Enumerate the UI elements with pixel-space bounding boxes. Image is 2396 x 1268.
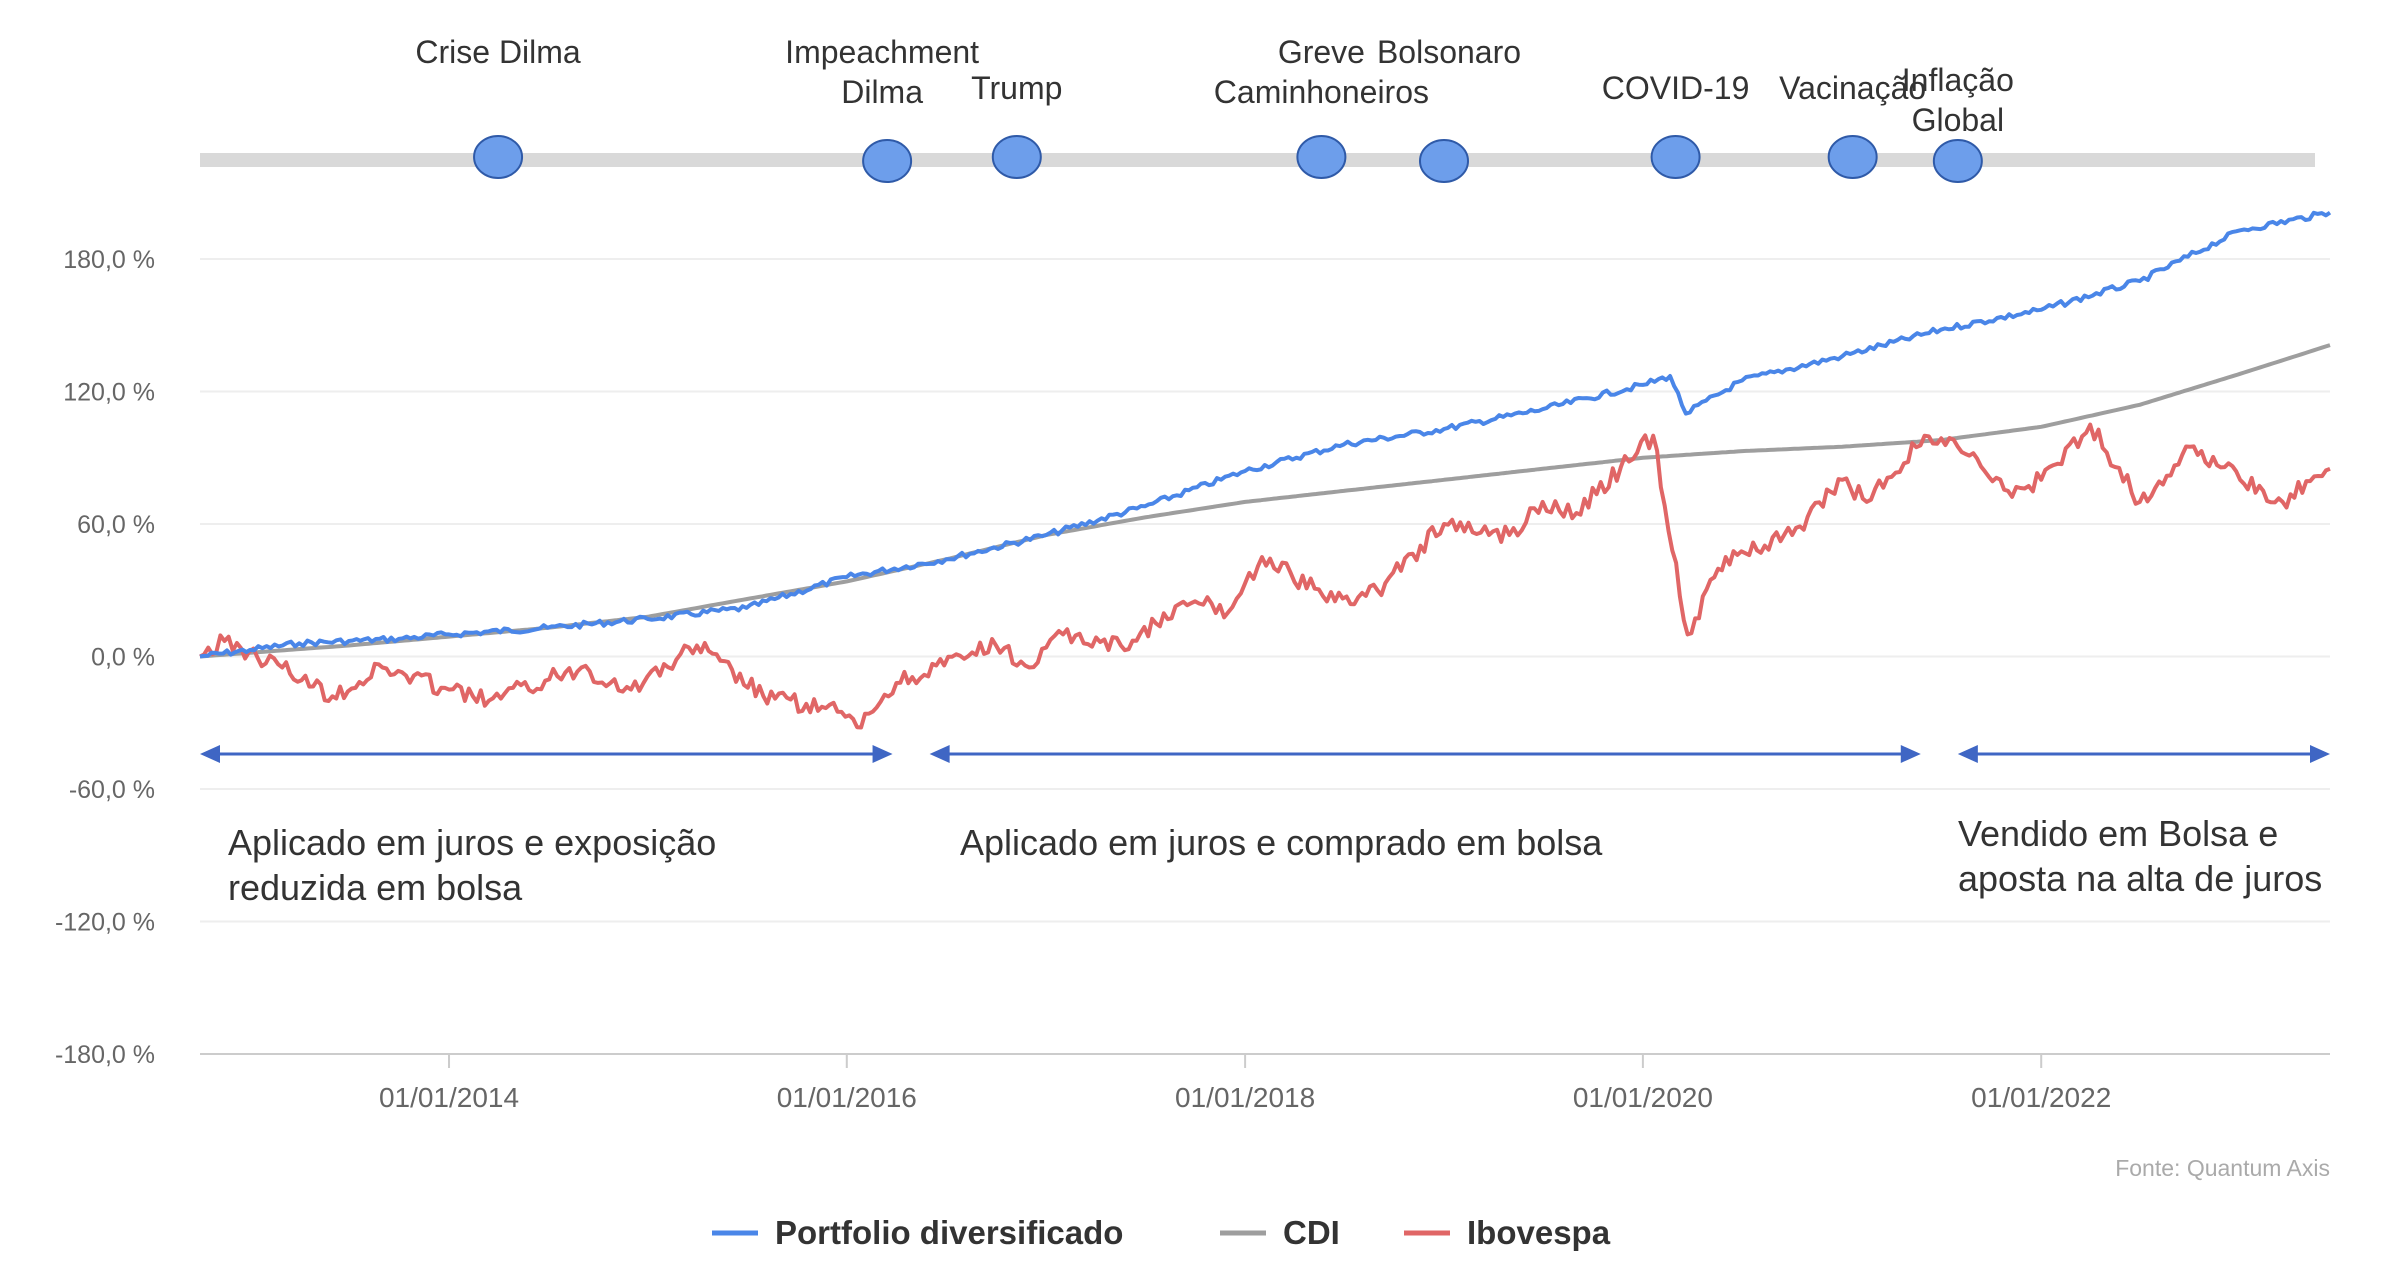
event-label: Vacinação (1779, 70, 1926, 106)
event-label: COVID-19 (1602, 70, 1750, 106)
event-label: Global (1912, 102, 2005, 138)
period-label: reduzida em bolsa (228, 867, 523, 908)
period-arrow-head-left (929, 745, 950, 763)
legend-label: Portfolio diversificado (775, 1214, 1123, 1251)
event-marker (862, 139, 913, 183)
x-tick-label: 01/01/2018 (1175, 1082, 1315, 1113)
period-arrow-head-right (1900, 745, 1921, 763)
event-marker (1418, 139, 1469, 183)
y-tick-label: 180,0 % (63, 246, 155, 274)
event-marker (1827, 135, 1878, 179)
event-marker (1932, 139, 1983, 183)
series-line-portfolio-diversificado (199, 210, 2332, 659)
legend-label: CDI (1283, 1214, 1340, 1251)
event-label: Bolsonaro (1377, 34, 1521, 70)
event-marker (473, 135, 524, 179)
y-axis-ticks: -180,0 % -120,0 % -60,0 % 0,0 % 60,0 % 120,0 … (55, 246, 155, 1069)
event-label: Greve (1278, 34, 1365, 70)
period-arrow-head-right (872, 745, 893, 763)
period-label: Vendido em Bolsa e (1958, 813, 2278, 854)
y-tick-label: -180,0 % (55, 1041, 155, 1069)
period-label: Aplicado em juros e exposição (228, 822, 716, 863)
event-label: Crise Dilma (415, 34, 581, 70)
event-marker (1296, 135, 1347, 179)
event-label: Inflação (1902, 62, 2014, 98)
legend: Portfolio diversificado CDI Ibovespa (712, 1214, 1611, 1251)
series-lines (199, 210, 2332, 730)
event-timeline: Crise Dilma Impeachment Dilma Trump Greve Cam… (200, 34, 2315, 183)
event-label: Trump (971, 70, 1062, 106)
series-line-ibovespa (199, 422, 2331, 730)
y-tick-label: 60,0 % (77, 511, 155, 539)
period-arrow-head-left (1957, 745, 1978, 763)
event-label: Dilma (841, 74, 923, 110)
event-label: Impeachment (785, 34, 979, 70)
period-arrow-head-right (2310, 745, 2330, 763)
event-marker (991, 135, 1042, 179)
y-tick-label: -120,0 % (55, 909, 155, 937)
y-tick-label: -60,0 % (69, 776, 155, 804)
x-tick-label: 01/01/2016 (777, 1082, 917, 1113)
event-marker (1650, 135, 1701, 179)
y-tick-label: 120,0 % (63, 379, 155, 407)
period-label: aposta na alta de juros (1958, 858, 2322, 899)
y-tick-label: 0,0 % (91, 644, 155, 672)
x-tick-label: 01/01/2014 (379, 1082, 519, 1113)
x-axis-ticks: 01/01/2014 01/01/2016 01/01/2018 01/01/2020… (379, 1054, 2111, 1113)
event-label: Caminhoneiros (1214, 74, 1429, 110)
x-tick-label: 01/01/2022 (1971, 1082, 2111, 1113)
period-arrow-head-left (200, 745, 220, 763)
source-note: Fonte: Quantum Axis (2115, 1155, 2330, 1181)
x-tick-label: 01/01/2020 (1573, 1082, 1713, 1113)
grid (200, 258, 2330, 1055)
period-label: Aplicado em juros e comprado em bolsa (960, 822, 1603, 863)
legend-label: Ibovespa (1467, 1214, 1611, 1251)
